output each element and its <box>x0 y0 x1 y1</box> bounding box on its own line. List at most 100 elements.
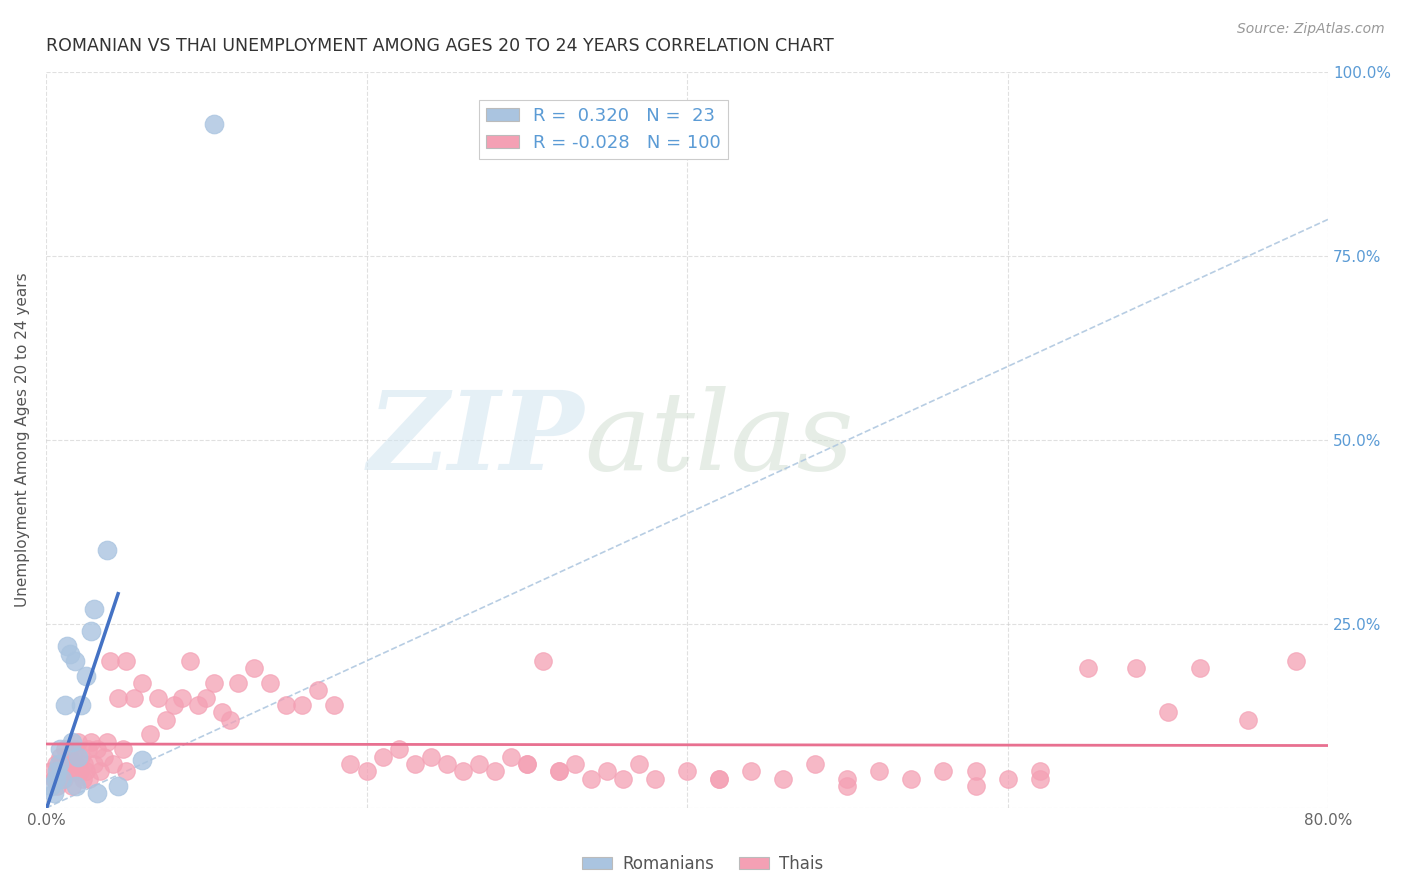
Point <box>42 772 65 786</box>
Point <box>356 764 378 779</box>
Point <box>49 742 72 756</box>
Point <box>83 756 105 771</box>
Point <box>1157 706 1180 720</box>
Point <box>96 543 118 558</box>
Point <box>179 654 201 668</box>
Point <box>997 772 1019 786</box>
Point <box>86 786 108 800</box>
Point <box>163 698 186 712</box>
Point <box>66 749 89 764</box>
Point <box>59 749 82 764</box>
Point <box>965 779 987 793</box>
Point <box>73 756 96 771</box>
Point <box>49 749 72 764</box>
Point <box>1028 772 1050 786</box>
Point <box>115 764 138 779</box>
Point <box>115 654 138 668</box>
Point <box>65 779 87 793</box>
Point <box>564 756 586 771</box>
Point <box>39 779 62 793</box>
Point <box>1028 764 1050 779</box>
Point <box>63 654 86 668</box>
Point <box>131 676 153 690</box>
Point <box>62 764 84 779</box>
Point <box>46 764 69 779</box>
Point <box>187 698 209 712</box>
Point <box>291 698 314 712</box>
Point <box>516 756 538 771</box>
Point <box>259 676 281 690</box>
Point <box>371 749 394 764</box>
Point <box>96 735 118 749</box>
Point <box>612 772 634 786</box>
Point <box>627 756 650 771</box>
Point <box>900 772 922 786</box>
Point <box>707 772 730 786</box>
Point <box>804 756 827 771</box>
Text: ROMANIAN VS THAI UNEMPLOYMENT AMONG AGES 20 TO 24 YEARS CORRELATION CHART: ROMANIAN VS THAI UNEMPLOYMENT AMONG AGES… <box>46 37 834 55</box>
Point <box>202 676 225 690</box>
Point <box>122 690 145 705</box>
Point <box>467 756 489 771</box>
Point <box>39 764 62 779</box>
Point <box>1125 661 1147 675</box>
Point <box>644 772 666 786</box>
Point <box>837 779 859 793</box>
Point <box>76 742 98 756</box>
Point <box>547 764 569 779</box>
Point <box>219 713 242 727</box>
Point <box>276 698 298 712</box>
Point <box>707 772 730 786</box>
Point <box>59 647 82 661</box>
Point <box>46 779 69 793</box>
Point <box>146 690 169 705</box>
Point <box>77 772 100 786</box>
Point <box>63 742 86 756</box>
Point <box>531 654 554 668</box>
Point <box>69 764 91 779</box>
Point <box>740 764 762 779</box>
Point <box>451 764 474 779</box>
Point <box>65 756 87 771</box>
Point <box>45 772 67 786</box>
Point <box>56 764 79 779</box>
Legend: R =  0.320   N =  23, R = -0.028   N = 100: R = 0.320 N = 23, R = -0.028 N = 100 <box>479 100 728 159</box>
Point <box>932 764 955 779</box>
Point <box>48 756 70 771</box>
Point <box>111 742 134 756</box>
Legend: Romanians, Thais: Romanians, Thais <box>576 848 830 880</box>
Point <box>51 756 73 771</box>
Point <box>195 690 218 705</box>
Text: atlas: atlas <box>585 386 853 494</box>
Point <box>323 698 346 712</box>
Point <box>243 661 266 675</box>
Point <box>52 772 75 786</box>
Point <box>436 756 458 771</box>
Point <box>837 772 859 786</box>
Point <box>83 602 105 616</box>
Point <box>80 624 103 639</box>
Point <box>58 756 80 771</box>
Point <box>75 668 97 682</box>
Point <box>86 742 108 756</box>
Point <box>211 706 233 720</box>
Point <box>48 764 70 779</box>
Text: Source: ZipAtlas.com: Source: ZipAtlas.com <box>1237 22 1385 37</box>
Point <box>51 772 73 786</box>
Point <box>72 772 94 786</box>
Point <box>596 764 619 779</box>
Point <box>547 764 569 779</box>
Point <box>772 772 794 786</box>
Point <box>965 764 987 779</box>
Point <box>56 639 79 653</box>
Point <box>131 753 153 767</box>
Y-axis label: Unemployment Among Ages 20 to 24 years: Unemployment Among Ages 20 to 24 years <box>15 273 30 607</box>
Point <box>155 713 177 727</box>
Point <box>484 764 506 779</box>
Point <box>339 756 361 771</box>
Point <box>107 779 129 793</box>
Point <box>516 756 538 771</box>
Point <box>89 764 111 779</box>
Point <box>70 749 93 764</box>
Point <box>66 735 89 749</box>
